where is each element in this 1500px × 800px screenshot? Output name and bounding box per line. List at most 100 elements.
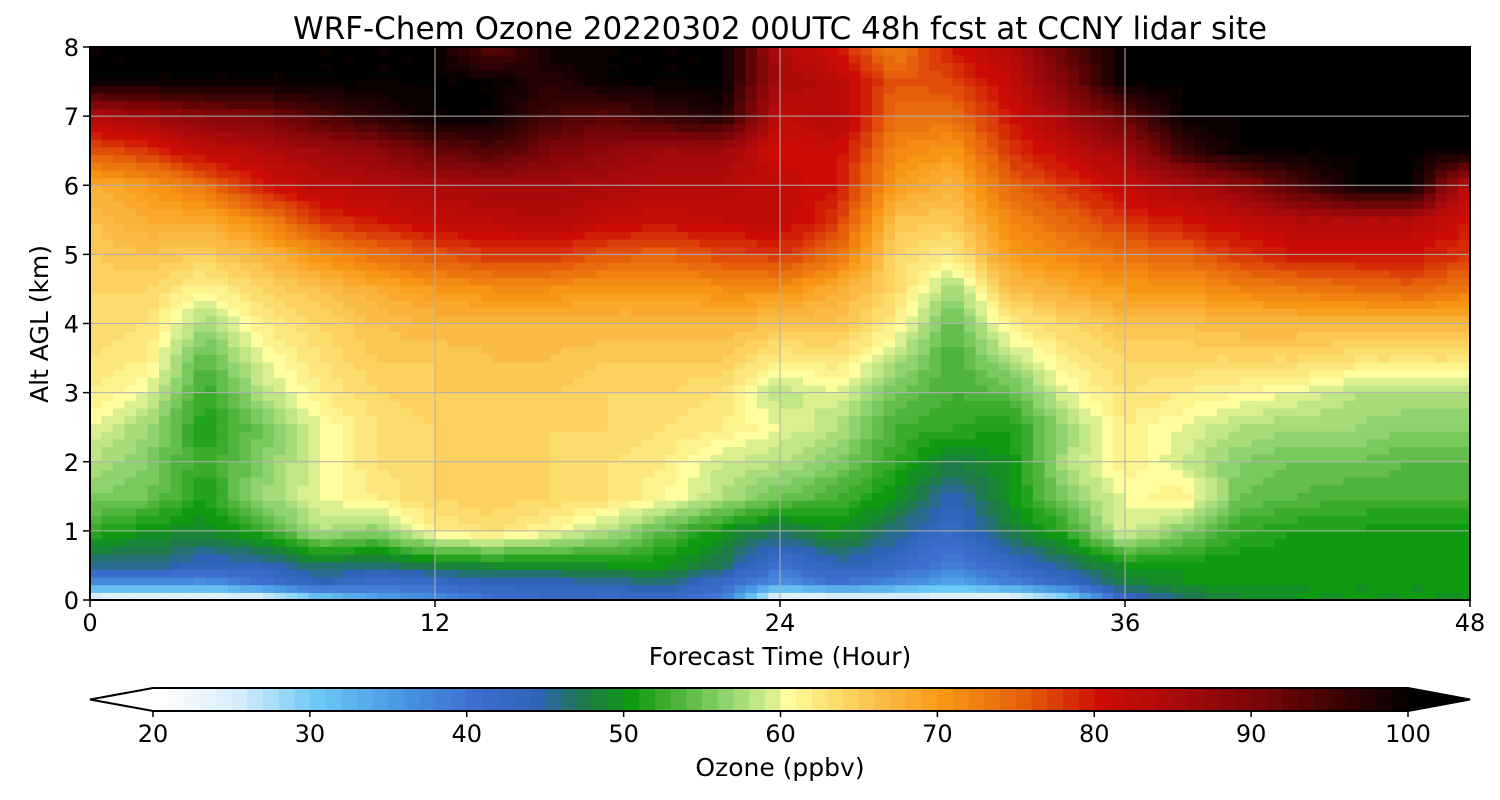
- heatmap-cell: [1378, 292, 1391, 302]
- heatmap-cell: [1056, 377, 1069, 386]
- heatmap-cell: [1125, 561, 1138, 570]
- heatmap-cell: [251, 553, 264, 563]
- heatmap-cell: [1148, 438, 1161, 447]
- heatmap-cell: [1286, 300, 1299, 309]
- heatmap-cell: [1056, 553, 1069, 563]
- heatmap-cell: [193, 384, 206, 394]
- heatmap-cell: [607, 431, 620, 440]
- heatmap-cell: [722, 308, 735, 317]
- heatmap-cell: [688, 546, 701, 555]
- heatmap-cell: [366, 492, 379, 501]
- heatmap-cell: [354, 438, 367, 447]
- heatmap-cell: [377, 530, 390, 540]
- heatmap-cell: [504, 338, 517, 348]
- heatmap-cell: [124, 285, 137, 294]
- heatmap-cell: [1136, 323, 1149, 332]
- heatmap-cell: [469, 446, 482, 455]
- heatmap-cell: [607, 553, 620, 563]
- heatmap-cell: [1332, 407, 1345, 417]
- heatmap-cell: [1297, 500, 1310, 509]
- heatmap-cell: [1320, 592, 1333, 600]
- heatmap-cell: [837, 392, 850, 401]
- heatmap-cell: [642, 477, 655, 486]
- heatmap-cell: [262, 538, 275, 547]
- heatmap-cell: [1217, 584, 1230, 593]
- heatmap-cell: [1435, 500, 1448, 509]
- heatmap-cell: [1320, 484, 1333, 494]
- heatmap-cell: [1194, 477, 1207, 486]
- heatmap-cell: [1251, 346, 1264, 355]
- heatmap-cell: [872, 569, 885, 578]
- heatmap-cell: [423, 315, 436, 325]
- heatmap-cell: [998, 292, 1011, 302]
- heatmap-cell: [1263, 369, 1276, 378]
- heatmap-cell: [1309, 576, 1322, 586]
- heatmap-cell: [630, 392, 643, 401]
- heatmap-cell: [699, 477, 712, 486]
- heatmap-cell: [297, 553, 310, 563]
- heatmap-cell: [1102, 392, 1115, 401]
- heatmap-cell: [596, 523, 609, 532]
- heatmap-cell: [975, 431, 988, 440]
- heatmap-cell: [1435, 592, 1448, 600]
- heatmap-cell: [101, 561, 114, 570]
- heatmap-cell: [1297, 423, 1310, 432]
- heatmap-cell: [814, 461, 827, 471]
- heatmap-cell: [688, 461, 701, 471]
- heatmap-cell: [1217, 400, 1230, 409]
- heatmap-cell: [883, 400, 896, 409]
- heatmap-cell: [1297, 331, 1310, 340]
- heatmap-cell: [630, 315, 643, 325]
- heatmap-cell: [699, 331, 712, 340]
- heatmap-cell: [389, 308, 402, 317]
- heatmap-cell: [1366, 315, 1379, 325]
- heatmap-cell: [998, 392, 1011, 401]
- heatmap-cell: [1102, 523, 1115, 532]
- heatmap-cell: [1079, 384, 1092, 394]
- heatmap-cell: [1447, 576, 1460, 586]
- heatmap-cell: [469, 553, 482, 563]
- heatmap-cell: [170, 361, 183, 371]
- heatmap-cell: [446, 592, 459, 600]
- heatmap-cell: [331, 569, 344, 578]
- heatmap-cell: [918, 377, 931, 386]
- heatmap-cell: [1286, 407, 1299, 417]
- heatmap-cell: [1286, 308, 1299, 317]
- heatmap-cell: [757, 454, 770, 463]
- heatmap-cell: [1010, 361, 1023, 371]
- heatmap-cell: [688, 315, 701, 325]
- heatmap-cell: [826, 576, 839, 586]
- heatmap-cell: [619, 377, 632, 386]
- heatmap-cell: [343, 331, 356, 340]
- heatmap-cell: [573, 361, 586, 371]
- heatmap-cell: [1435, 507, 1448, 517]
- heatmap-cell: [354, 546, 367, 555]
- heatmap-cell: [803, 346, 816, 355]
- heatmap-cell: [1136, 477, 1149, 486]
- heatmap-cell: [193, 576, 206, 586]
- heatmap-cell: [274, 446, 287, 455]
- heatmap-cell: [1148, 569, 1161, 578]
- heatmap-cell: [90, 507, 103, 517]
- heatmap-cell: [504, 569, 517, 578]
- heatmap-cell: [596, 361, 609, 371]
- heatmap-cell: [1090, 546, 1103, 555]
- heatmap-cell: [124, 392, 137, 401]
- heatmap-cell: [101, 331, 114, 340]
- heatmap-cell: [423, 308, 436, 317]
- heatmap-cell: [1435, 285, 1448, 294]
- heatmap-cell: [1458, 361, 1470, 371]
- heatmap-cell: [481, 300, 494, 309]
- heatmap-cell: [688, 538, 701, 547]
- heatmap-cell: [469, 507, 482, 517]
- heatmap-cell: [308, 546, 321, 555]
- heatmap-cell: [274, 361, 287, 371]
- heatmap-cell: [642, 400, 655, 409]
- heatmap-cell: [446, 515, 459, 524]
- heatmap-cell: [1136, 384, 1149, 394]
- heatmap-cell: [1240, 407, 1253, 417]
- heatmap-cell: [596, 338, 609, 348]
- heatmap-cell: [1401, 561, 1414, 570]
- heatmap-cell: [757, 592, 770, 600]
- heatmap-cell: [860, 438, 873, 447]
